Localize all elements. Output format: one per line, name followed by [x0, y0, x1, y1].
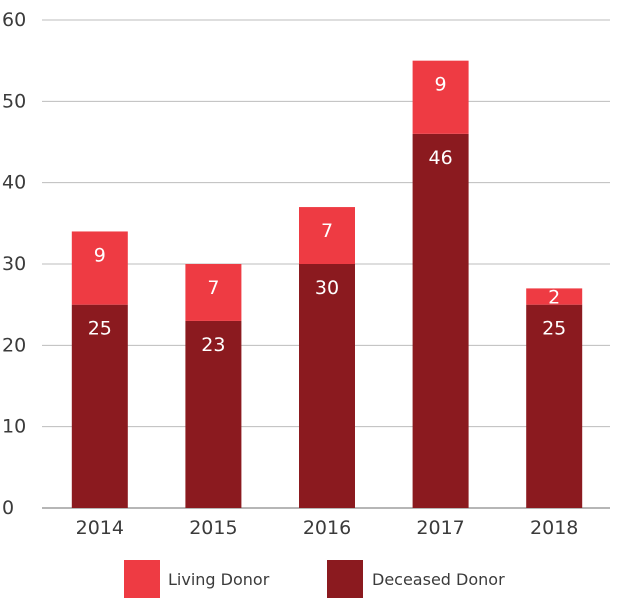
y-tick-label: 60 [2, 9, 26, 31]
y-tick-label: 40 [2, 172, 26, 194]
bar-segment-living-donor [185, 264, 242, 321]
legend-swatch [327, 560, 363, 598]
data-label: 30 [315, 277, 339, 299]
y-tick-label: 50 [2, 90, 26, 112]
data-label: 46 [429, 147, 453, 169]
data-label: 7 [321, 220, 333, 242]
data-label: 9 [94, 244, 106, 266]
data-label: 23 [201, 334, 225, 356]
x-tick-label: 2014 [76, 517, 124, 539]
data-label: 7 [207, 277, 219, 299]
data-label: 9 [435, 74, 447, 96]
bar-segment-living-donor [299, 207, 355, 264]
legend: Living Donor Deceased Donor [124, 560, 505, 598]
bar-segment-living-donor [526, 288, 583, 305]
x-tick-label: 2018 [530, 517, 578, 539]
y-tick-label: 30 [2, 253, 26, 275]
data-label: 25 [88, 318, 112, 340]
bar-segment-living-donor [71, 231, 128, 305]
x-axis-tick-labels: 2014 2015 2016 2017 2018 [76, 517, 579, 539]
data-label: 2 [548, 287, 560, 309]
y-tick-label: 0 [2, 497, 14, 519]
bar-segment-deceased-donor [299, 264, 355, 508]
bars: 25 9 23 7 30 7 46 9 25 2 [71, 60, 583, 508]
y-tick-label: 10 [2, 416, 26, 438]
bar-segment-deceased-donor [185, 320, 242, 508]
legend-swatch [124, 560, 160, 598]
y-tick-label: 20 [2, 334, 26, 356]
legend-label: Living Donor [168, 570, 270, 589]
data-label: 25 [542, 318, 566, 340]
bar-segment-deceased-donor [412, 133, 469, 508]
x-tick-label: 2017 [416, 517, 464, 539]
bar-segment-deceased-donor [526, 304, 583, 508]
bar-segment-living-donor [412, 60, 469, 134]
x-tick-label: 2016 [303, 517, 351, 539]
y-axis-tick-labels: 0 10 20 30 40 50 60 [2, 9, 26, 519]
legend-label: Deceased Donor [372, 570, 505, 589]
grid-lines [42, 19, 610, 509]
x-tick-label: 2015 [189, 517, 237, 539]
bar-segment-deceased-donor [71, 304, 128, 508]
